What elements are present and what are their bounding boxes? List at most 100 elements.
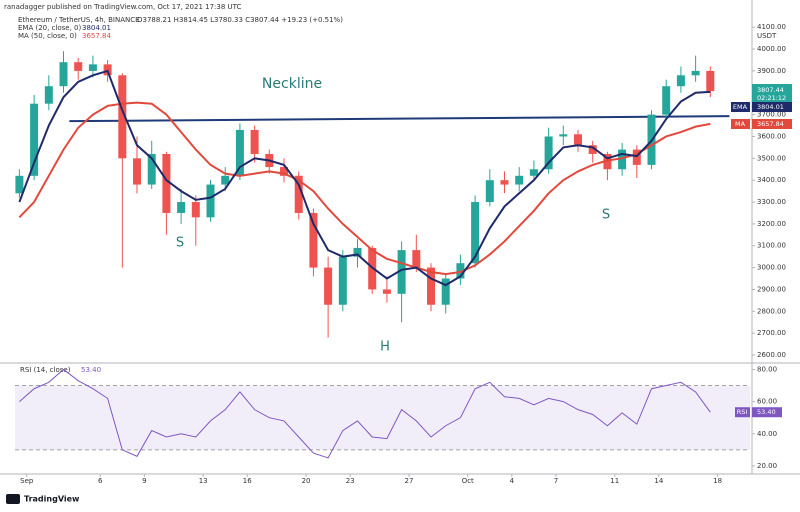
candle-body bbox=[382, 289, 391, 294]
candle-body bbox=[485, 180, 494, 203]
rsi-tag-box bbox=[735, 407, 750, 418]
candle-body bbox=[515, 175, 524, 185]
candle-body bbox=[147, 153, 156, 185]
candle-body bbox=[280, 167, 289, 176]
x-tick-label: 14 bbox=[654, 477, 663, 485]
candle-body bbox=[324, 267, 333, 305]
series-value: 3804.01 bbox=[757, 103, 784, 111]
rsi-value: 53.40 bbox=[757, 408, 776, 416]
neckline bbox=[69, 115, 730, 123]
legend-name: MA (50, close, 0) bbox=[18, 32, 77, 40]
pattern-label: S bbox=[602, 208, 610, 223]
y-tick-label: 3300.00 bbox=[757, 198, 786, 206]
x-tick-label: 23 bbox=[346, 477, 355, 485]
symbol: Ethereum / TetherUS, 4h, BINANCE bbox=[18, 16, 140, 24]
candle-body bbox=[441, 278, 450, 305]
price-tag bbox=[752, 84, 792, 104]
legend-value: 3657.84 bbox=[82, 32, 111, 40]
y-tick-label: 3200.00 bbox=[757, 220, 786, 228]
y-tick-label: 4100.00 bbox=[757, 23, 786, 31]
x-tick-label: 11 bbox=[610, 477, 619, 485]
candle-body bbox=[353, 247, 362, 257]
series-tag: EMA bbox=[733, 103, 748, 111]
y-tick-label: 3500.00 bbox=[757, 154, 786, 162]
candle-body bbox=[603, 153, 612, 170]
series-tag-box bbox=[731, 119, 750, 129]
y-tick-label: 2700.00 bbox=[757, 329, 786, 337]
x-tick-label: 13 bbox=[199, 477, 208, 485]
rsi-y-tick-label: 20.00 bbox=[757, 462, 777, 470]
neckline-label: Neckline bbox=[262, 76, 322, 92]
candle-body bbox=[44, 86, 53, 104]
y-tick-label: 3400.00 bbox=[757, 176, 786, 184]
candle-body bbox=[676, 75, 685, 87]
candle-body bbox=[15, 175, 24, 194]
candle-body bbox=[544, 136, 553, 170]
logo bbox=[6, 494, 20, 504]
legend-value: 3804.01 bbox=[82, 24, 111, 32]
y-tick-label: 2600.00 bbox=[757, 351, 786, 359]
x-tick-label: 20 bbox=[302, 477, 311, 485]
branding: TradingView bbox=[24, 495, 80, 504]
candle-body bbox=[706, 70, 715, 92]
candle-body bbox=[412, 250, 421, 268]
y-tick-label: 3100.00 bbox=[757, 242, 786, 250]
candle-body bbox=[691, 70, 700, 76]
x-tick-label: 9 bbox=[142, 477, 146, 485]
candle-body bbox=[338, 256, 347, 305]
candle-body bbox=[191, 202, 200, 218]
ma-line bbox=[18, 69, 711, 287]
price-tag-value: 3807.44 bbox=[757, 86, 784, 94]
candle-body bbox=[206, 184, 215, 218]
candle-body bbox=[30, 103, 39, 176]
rsi-y-tick-label: 80.00 bbox=[757, 365, 777, 373]
y-tick-label: 2900.00 bbox=[757, 285, 786, 293]
rsi-band bbox=[15, 385, 750, 450]
author-line: ranadagger published on TradingView.com,… bbox=[4, 3, 242, 11]
x-tick-label: 27 bbox=[404, 477, 413, 485]
candle-body bbox=[250, 129, 259, 154]
candle-body bbox=[662, 86, 671, 115]
rsi-legend-value: 53.40 bbox=[81, 366, 101, 374]
pattern-label: H bbox=[380, 340, 390, 355]
rsi-value-box bbox=[752, 407, 782, 418]
x-tick-label: 7 bbox=[554, 477, 558, 485]
candle-body bbox=[59, 62, 68, 87]
y-tick-label: 3600.00 bbox=[757, 132, 786, 140]
series-tag: MA bbox=[735, 120, 746, 128]
series-value-box bbox=[752, 119, 792, 129]
series-value: 3657.84 bbox=[757, 120, 784, 128]
unit: USDT bbox=[757, 32, 777, 40]
countdown: 02:21:12 bbox=[757, 94, 786, 102]
candle-body bbox=[133, 158, 142, 185]
candle-body bbox=[235, 129, 244, 176]
candle-body bbox=[103, 64, 112, 76]
candle-body bbox=[618, 149, 627, 170]
x-tick-label: Sep bbox=[20, 477, 34, 485]
candle-body bbox=[427, 267, 436, 305]
candle-body bbox=[88, 64, 97, 71]
rsi-y-tick-label: 40.00 bbox=[757, 430, 777, 438]
candle-body bbox=[588, 145, 597, 154]
series-tag-box bbox=[731, 102, 750, 112]
candle-body bbox=[574, 134, 583, 146]
y-tick-label: 2800.00 bbox=[757, 307, 786, 315]
candle-body bbox=[74, 62, 83, 71]
candle-body bbox=[632, 149, 641, 165]
candle-body bbox=[118, 75, 127, 159]
y-tick-label: 3700.00 bbox=[757, 111, 786, 119]
x-tick-label: 18 bbox=[713, 477, 722, 485]
legend-name: EMA (20, close, 0) bbox=[18, 24, 81, 32]
x-tick-label: 16 bbox=[243, 477, 252, 485]
x-tick-label: Oct bbox=[462, 477, 474, 485]
y-tick-label: 3000.00 bbox=[757, 264, 786, 272]
candle-body bbox=[559, 134, 568, 137]
pattern-label: S bbox=[176, 236, 184, 251]
ohlc: O3788.21 H3814.45 L3780.33 C3807.44 +19.… bbox=[137, 16, 343, 24]
candle-body bbox=[221, 175, 230, 185]
x-tick-label: 6 bbox=[98, 477, 103, 485]
rsi-tag: RSI bbox=[737, 408, 748, 416]
candle-body bbox=[500, 180, 509, 185]
candle-body bbox=[309, 212, 318, 268]
rsi-line bbox=[19, 368, 711, 459]
